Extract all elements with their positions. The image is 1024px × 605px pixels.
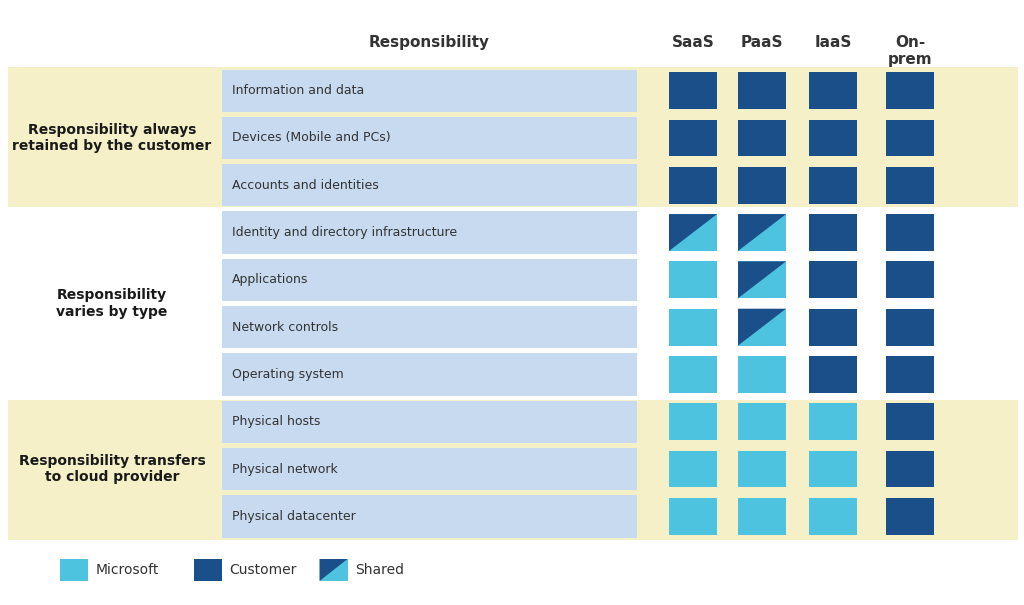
Bar [809,356,857,393]
Bar [886,214,934,251]
Bar [669,309,717,345]
Bar [809,451,857,488]
Bar [886,261,934,298]
Bar [886,498,934,535]
Bar [886,404,934,440]
Bar [809,404,857,440]
Text: Identity and directory infrastructure: Identity and directory infrastructure [232,226,457,239]
Bar [8,396,1018,400]
Bar [669,498,717,535]
Bar [222,117,637,159]
Bar [886,451,934,488]
Bar [886,167,934,204]
Bar [886,72,934,109]
Bar [809,120,857,157]
Bar [886,356,934,393]
Bar [669,451,717,488]
Bar [222,401,637,443]
Polygon shape [738,214,786,251]
Bar [669,120,717,157]
Bar [738,498,786,535]
Bar [738,167,786,204]
Text: Operating system: Operating system [232,368,344,381]
Bar [222,353,637,396]
Bar [738,72,786,109]
Text: Physical datacenter: Physical datacenter [232,510,355,523]
Bar [8,67,1018,209]
Bar [809,167,857,204]
Text: IaaS: IaaS [814,35,852,50]
Bar [809,498,857,535]
Bar [8,398,1018,540]
Bar [809,214,857,251]
Text: Shared: Shared [355,563,404,577]
Text: Accounts and identities: Accounts and identities [232,178,379,192]
Bar [60,559,88,581]
Bar [669,167,717,204]
Text: Responsibility
varies by type: Responsibility varies by type [56,289,168,319]
Polygon shape [738,309,786,345]
Bar [738,451,786,488]
Bar [738,404,786,440]
Text: Applications: Applications [232,273,308,286]
Bar [8,207,1018,211]
Polygon shape [738,261,786,298]
Bar [669,72,717,109]
Bar [194,559,221,581]
Bar [222,164,637,206]
Bar [738,214,786,251]
Polygon shape [669,214,717,251]
Bar [738,309,786,345]
Text: Customer: Customer [229,563,297,577]
Text: Physical hosts: Physical hosts [232,415,321,428]
Bar [738,356,786,393]
Text: Devices (Mobile and PCs): Devices (Mobile and PCs) [232,131,390,145]
Bar [222,259,637,301]
Bar [669,404,717,440]
Bar [222,448,637,490]
Bar [222,306,637,348]
Bar [809,309,857,345]
Bar [669,356,717,393]
Bar [669,214,717,251]
Text: Microsoft: Microsoft [96,563,160,577]
Text: Information and data: Information and data [232,84,365,97]
Bar [738,261,786,298]
Bar [319,559,347,581]
Bar [222,211,637,253]
Polygon shape [319,559,347,581]
Bar [809,72,857,109]
Bar [809,261,857,298]
Bar [222,70,637,112]
Bar [738,120,786,157]
Text: Responsibility always
retained by the customer: Responsibility always retained by the cu… [12,123,212,153]
Text: Network controls: Network controls [232,321,338,333]
Bar [886,120,934,157]
Bar [8,209,1018,398]
Bar [669,261,717,298]
Bar [886,309,934,345]
Text: Responsibility transfers
to cloud provider: Responsibility transfers to cloud provid… [18,454,206,484]
Text: Responsibility: Responsibility [369,35,490,50]
Text: SaaS: SaaS [672,35,715,50]
Text: PaaS: PaaS [740,35,783,50]
Text: On-
prem: On- prem [888,35,932,67]
Bar [222,495,637,537]
Text: Physical network: Physical network [232,463,338,476]
